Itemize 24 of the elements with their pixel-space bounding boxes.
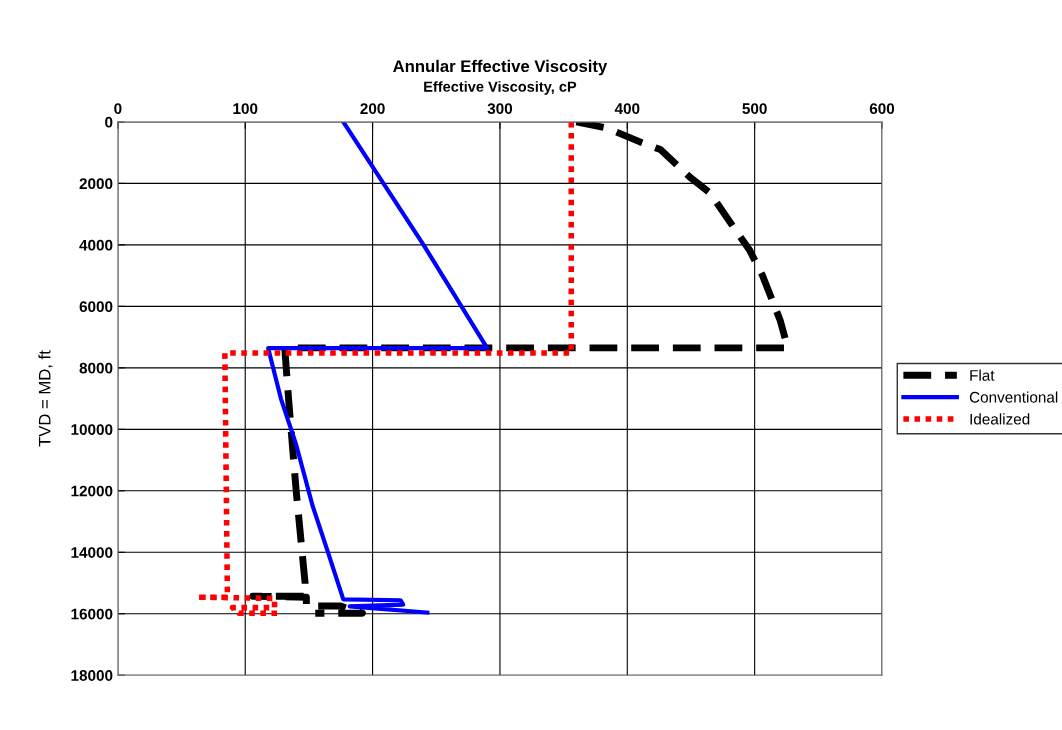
x-tick-label: 500 xyxy=(742,103,767,115)
y-tick-label: 8000 xyxy=(79,362,113,374)
y-tick-label: 14000 xyxy=(71,547,113,558)
legend-label: Idealized xyxy=(970,413,1030,425)
y-tick-label: 10000 xyxy=(71,424,113,436)
x-axis-title: Effective Viscosity, cP xyxy=(424,81,577,95)
y-tick-label: 12000 xyxy=(71,485,113,497)
y-tick-label: 0 xyxy=(105,116,113,128)
x-tick-label: 300 xyxy=(487,103,513,115)
y-tick-label: 16000 xyxy=(71,608,113,620)
y-tick-label: 6000 xyxy=(79,301,113,313)
chart-title: Annular Effective Viscosity xyxy=(393,59,608,76)
x-tick-label: 400 xyxy=(614,103,640,115)
y-axis-title: TVD = MD, ft xyxy=(38,350,53,447)
legend-label: Conventional xyxy=(969,391,1058,403)
x-tick-label: 600 xyxy=(869,103,895,115)
line-series xyxy=(266,121,490,615)
x-tick-label: 100 xyxy=(233,103,258,115)
y-tick-label: 4000 xyxy=(79,239,113,251)
x-tick-label: 200 xyxy=(360,103,385,115)
x-tick-label: 0 xyxy=(114,103,122,115)
legend-label: Flat xyxy=(970,369,995,381)
y-tick-label: 2000 xyxy=(79,178,113,190)
y-tick-label: 18000 xyxy=(71,670,113,681)
